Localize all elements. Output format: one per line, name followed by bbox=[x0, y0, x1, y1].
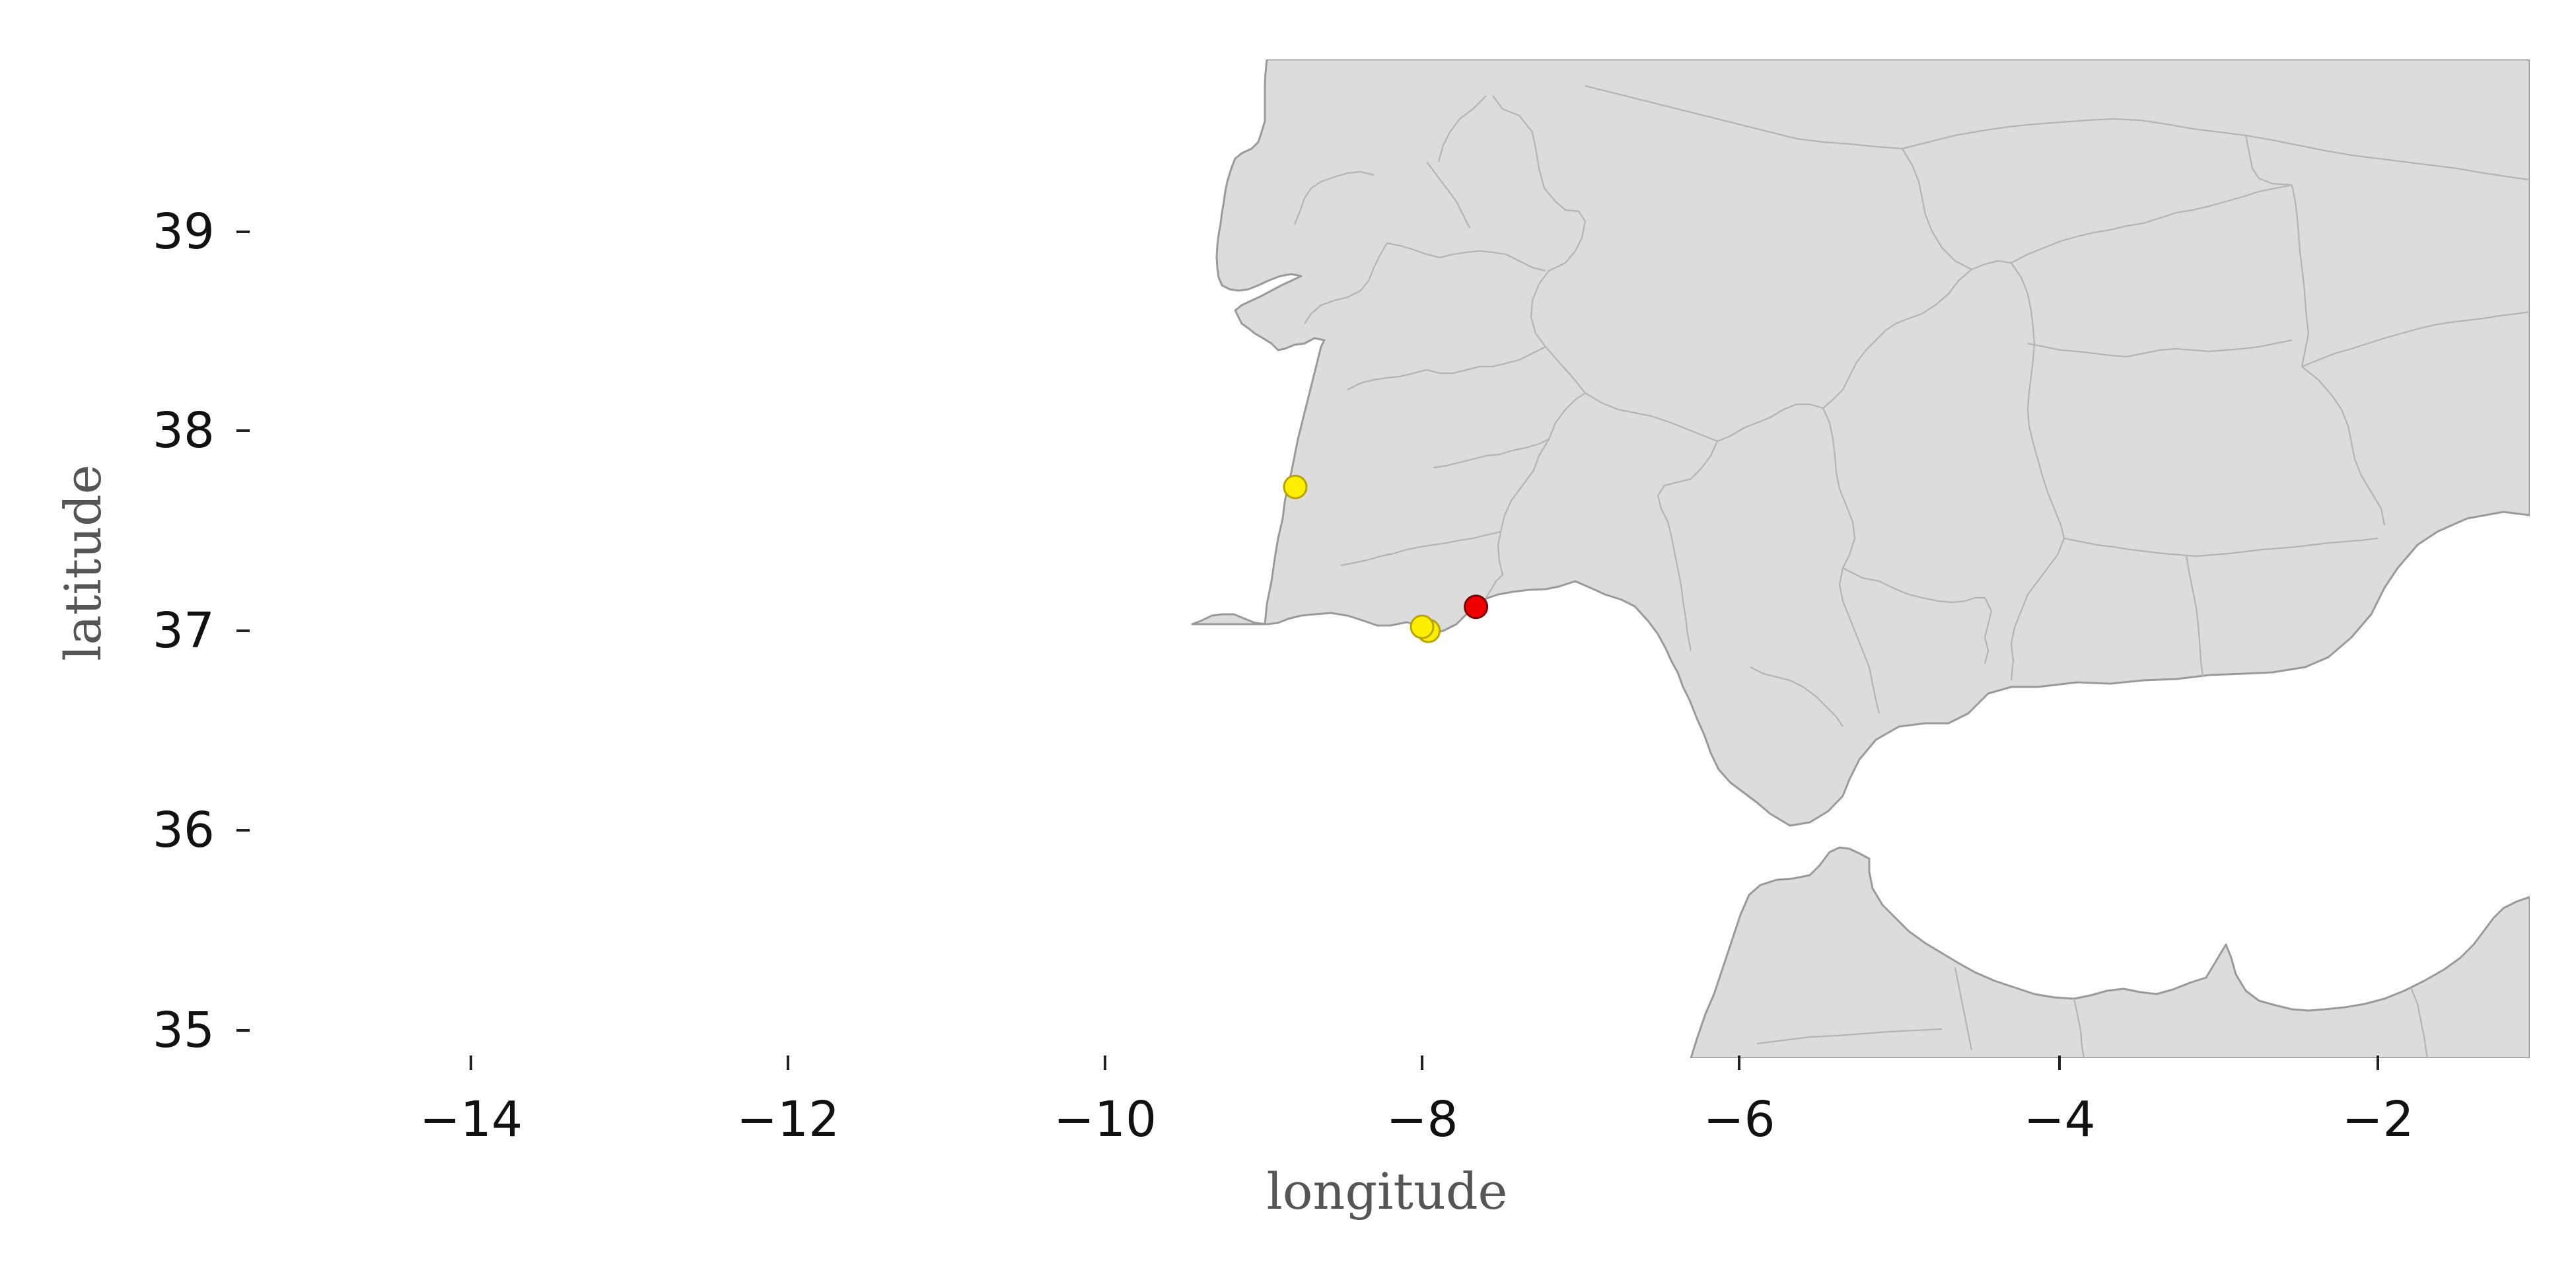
y-tick-label-39: 39 bbox=[153, 203, 215, 260]
x-tick-label-minus-14: −14 bbox=[419, 1091, 522, 1148]
x-tick-label-minus-10: −10 bbox=[1054, 1091, 1157, 1148]
x-axis-title: longitude bbox=[1266, 1162, 1507, 1221]
x-tick-label-minus-8: −8 bbox=[1386, 1091, 1458, 1148]
y-axis: 39 38 37 36 35 latitude bbox=[54, 203, 250, 1059]
data-point-4 bbox=[1464, 594, 1489, 620]
y-tick-label-38: 38 bbox=[153, 402, 215, 459]
y-tick-label-35: 35 bbox=[153, 1002, 215, 1059]
regional-borders bbox=[1293, 85, 2530, 1058]
x-axis: −14 −12 −10 −8 −6 −4 −2 longitude bbox=[419, 1055, 2414, 1221]
x-tick-label-minus-2: −2 bbox=[2342, 1091, 2414, 1148]
y-tick-label-37: 37 bbox=[153, 602, 215, 659]
basemap bbox=[1191, 59, 2530, 1058]
x-tick-label-minus-12: −12 bbox=[736, 1091, 840, 1148]
iberian-peninsula-landmass bbox=[1191, 59, 2530, 827]
y-axis-title: latitude bbox=[54, 464, 112, 661]
north-africa-landmass bbox=[1690, 846, 2530, 1058]
data-point-3 bbox=[1410, 614, 1435, 639]
data-point-1 bbox=[1283, 474, 1308, 499]
y-tick-label-36: 36 bbox=[153, 802, 215, 859]
x-tick-label-minus-6: −6 bbox=[1703, 1091, 1775, 1148]
points-layer bbox=[1283, 474, 1489, 643]
x-tick-label-minus-4: −4 bbox=[2023, 1091, 2095, 1148]
